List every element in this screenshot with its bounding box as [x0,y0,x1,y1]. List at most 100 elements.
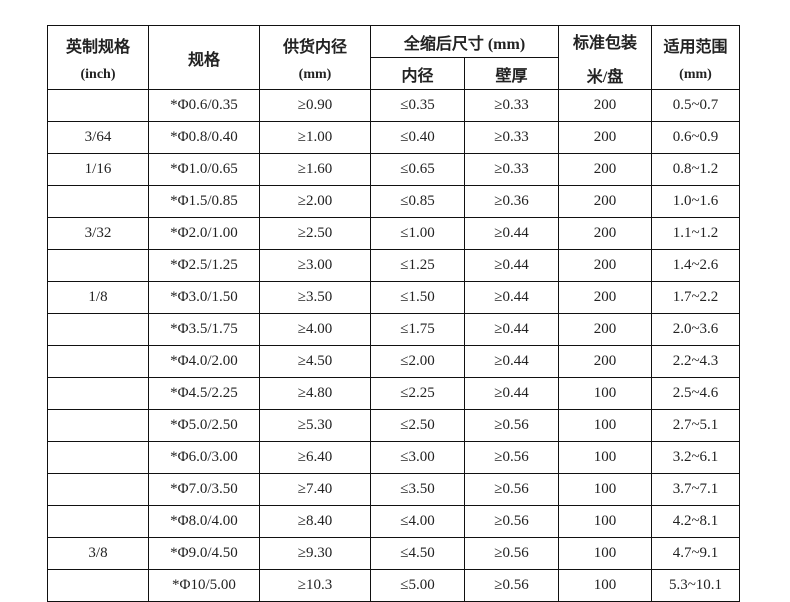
cell-wall: ≥0.56 [464,505,559,538]
cell-inch [47,345,149,378]
cell-spec: *Φ8.0/4.00 [148,505,260,538]
cell-wall: ≥0.56 [464,441,559,474]
header-pack: 标准包装 米/盘 [558,25,652,90]
cell-shrunk-id: ≤3.50 [370,473,465,506]
table-row: 1/8 *Φ3.0/1.50 ≥3.50 ≤1.50 ≥0.44 200 1.7~2.2 [47,281,740,314]
cell-spec: *Φ0.6/0.35 [148,89,260,122]
cell-shrunk-id: ≤5.00 [370,569,465,602]
cell-wall: ≥0.33 [464,89,559,122]
table-row: 3/8 *Φ9.0/4.50 ≥9.30 ≤4.50 ≥0.56 100 4.7~9.1 [47,537,740,570]
cell-inch: 3/32 [47,217,149,250]
cell-wall: ≥0.33 [464,121,559,154]
cell-range: 0.6~0.9 [651,121,740,154]
header-spec: 规格 [148,25,260,90]
cell-shrunk-id: ≤1.50 [370,281,465,314]
cell-supply-id: ≥1.00 [259,121,371,154]
table-row: 3/64 *Φ0.8/0.40 ≥1.00 ≤0.40 ≥0.33 200 0.6~0.9 [47,121,740,154]
cell-wall: ≥0.44 [464,281,559,314]
cell-spec: *Φ1.0/0.65 [148,153,260,186]
header-pack-unit: 米/盘 [586,68,624,86]
header-inch-label: 英制规格 [65,38,130,56]
cell-pack: 200 [558,185,652,218]
cell-supply-id: ≥9.30 [259,537,371,570]
cell-shrunk-id: ≤0.65 [370,153,465,186]
cell-shrunk-id: ≤0.85 [370,185,465,218]
cell-wall: ≥0.56 [464,569,559,602]
cell-inch [47,441,149,474]
cell-pack: 100 [558,409,652,442]
cell-wall: ≥0.44 [464,313,559,346]
header-range-label: 适用范围 [663,38,728,56]
cell-spec: *Φ5.0/2.50 [148,409,260,442]
spec-table: 英制规格 (inch) 规格 供货内径 (mm) 全缩后尺寸 (mm) 标准包装… [47,25,740,602]
cell-supply-id: ≥2.50 [259,217,371,250]
header-supply-id-label: 供货内径 [282,38,347,56]
cell-inch: 1/8 [47,281,149,314]
cell-pack: 100 [558,537,652,570]
cell-wall: ≥0.56 [464,409,559,442]
cell-wall: ≥0.44 [464,345,559,378]
cell-supply-id: ≥8.40 [259,505,371,538]
cell-range: 4.2~8.1 [651,505,740,538]
cell-inch [47,313,149,346]
cell-pack: 100 [558,505,652,538]
cell-wall: ≥0.44 [464,249,559,282]
cell-inch: 3/64 [47,121,149,154]
cell-wall: ≥0.56 [464,537,559,570]
cell-shrunk-id: ≤4.50 [370,537,465,570]
header-shrunk: 全缩后尺寸 (mm) [370,25,559,58]
header-shrunk-id: 内径 [370,57,465,90]
table-row: *Φ1.5/0.85 ≥2.00 ≤0.85 ≥0.36 200 1.0~1.6 [47,185,740,218]
header-inch-unit: (inch) [80,66,116,82]
cell-range: 0.8~1.2 [651,153,740,186]
cell-range: 1.0~1.6 [651,185,740,218]
cell-shrunk-id: ≤2.25 [370,377,465,410]
cell-pack: 100 [558,441,652,474]
table-row: *Φ5.0/2.50 ≥5.30 ≤2.50 ≥0.56 100 2.7~5.1 [47,409,740,442]
cell-spec: *Φ2.0/1.00 [148,217,260,250]
cell-pack: 200 [558,217,652,250]
cell-supply-id: ≥2.00 [259,185,371,218]
table-row: *Φ2.5/1.25 ≥3.00 ≤1.25 ≥0.44 200 1.4~2.6 [47,249,740,282]
cell-inch [47,473,149,506]
table-row: 1/16 *Φ1.0/0.65 ≥1.60 ≤0.65 ≥0.33 200 0.8~1.2 [47,153,740,186]
header-supply-unit: (mm) [298,66,332,82]
cell-supply-id: ≥4.80 [259,377,371,410]
cell-supply-id: ≥1.60 [259,153,371,186]
cell-pack: 100 [558,569,652,602]
cell-inch: 1/16 [47,153,149,186]
cell-inch: 3/8 [47,537,149,570]
cell-range: 1.4~2.6 [651,249,740,282]
table-row: *Φ8.0/4.00 ≥8.40 ≤4.00 ≥0.56 100 4.2~8.1 [47,505,740,538]
cell-range: 2.7~5.1 [651,409,740,442]
table-row: *Φ10/5.00 ≥10.3 ≤5.00 ≥0.56 100 5.3~10.1 [47,569,740,602]
table-row: *Φ6.0/3.00 ≥6.40 ≤3.00 ≥0.56 100 3.2~6.1 [47,441,740,474]
cell-inch [47,89,149,122]
cell-supply-id: ≥0.90 [259,89,371,122]
cell-inch [47,377,149,410]
cell-pack: 200 [558,153,652,186]
cell-wall: ≥0.44 [464,377,559,410]
cell-wall: ≥0.33 [464,153,559,186]
table-row: *Φ4.0/2.00 ≥4.50 ≤2.00 ≥0.44 200 2.2~4.3 [47,345,740,378]
cell-range: 2.5~4.6 [651,377,740,410]
cell-range: 1.1~1.2 [651,217,740,250]
header-inch: 英制规格 (inch) [47,25,149,90]
cell-shrunk-id: ≤2.00 [370,345,465,378]
cell-wall: ≥0.36 [464,185,559,218]
cell-pack: 200 [558,249,652,282]
cell-range: 1.7~2.2 [651,281,740,314]
cell-inch [47,569,149,602]
cell-spec: *Φ2.5/1.25 [148,249,260,282]
cell-spec: *Φ4.0/2.00 [148,345,260,378]
cell-shrunk-id: ≤3.00 [370,441,465,474]
cell-shrunk-id: ≤1.75 [370,313,465,346]
cell-spec: *Φ3.0/1.50 [148,281,260,314]
cell-inch [47,249,149,282]
cell-range: 5.3~10.1 [651,569,740,602]
cell-shrunk-id: ≤2.50 [370,409,465,442]
header-supply-id: 供货内径 (mm) [259,25,371,90]
cell-spec: *Φ0.8/0.40 [148,121,260,154]
header-pack-label: 标准包装 [572,34,637,52]
cell-shrunk-id: ≤0.40 [370,121,465,154]
